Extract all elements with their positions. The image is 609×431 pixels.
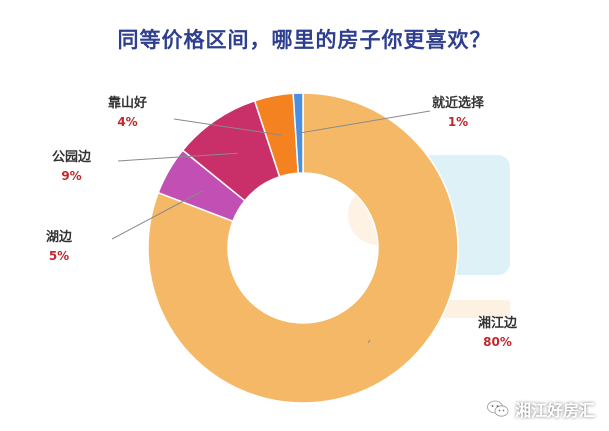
slice-5 [292,92,304,174]
slice-label-2: 湖边 [46,230,73,245]
slice-label-1: 湘江边 [478,315,518,331]
chart-title: 同等价格区间，哪里的房子你更喜欢？ [117,28,492,52]
labels-group: 湘江边 80% 湖边 5% 公园边 9% 靠山好 4% 就近选择 1% [46,95,518,349]
watermark-text: 湘江好房汇 [514,401,595,420]
slice-value-4: 4% [117,115,137,129]
slice-value-1: 80% [483,335,512,349]
slice-value-5: 1% [448,115,468,129]
slices-group [147,92,459,404]
leader-line-4 [173,118,282,136]
leader-lines-group [111,110,431,343]
footer-watermark: 湘江好房汇 [487,397,595,421]
leader-line-3 [117,152,238,162]
wechat-icon [487,400,509,418]
slice-label-4: 靠山好 [108,95,147,111]
leader-line-2 [111,190,204,240]
slice-label-5: 就近选择 [432,95,485,111]
slice-1 [147,92,459,404]
leader-line-5 [299,110,431,134]
slice-label-3: 公园边 [52,150,92,165]
slice-value-2: 5% [49,249,69,263]
leader-line-1 [367,339,371,343]
slice-value-3: 9% [61,169,81,183]
